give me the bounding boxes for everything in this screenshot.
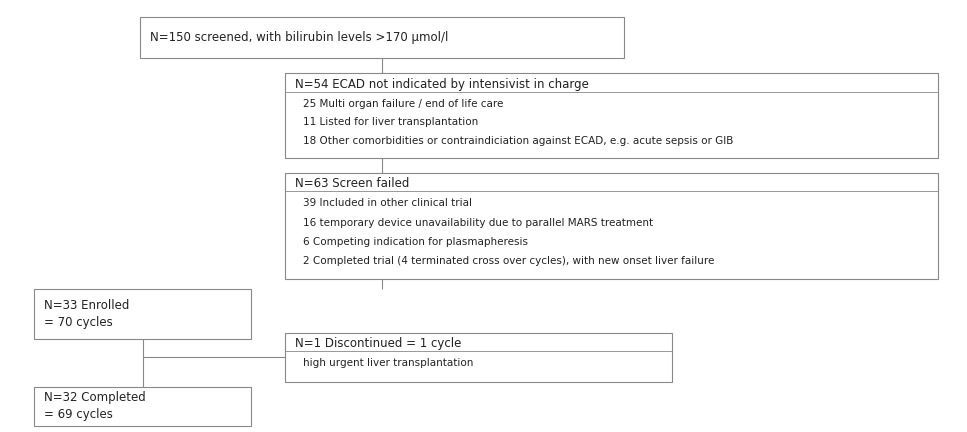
Text: N=33 Enrolled
= 70 cycles: N=33 Enrolled = 70 cycles [44,299,129,329]
Text: N=32 Completed
= 69 cycles: N=32 Completed = 69 cycles [44,391,145,421]
Text: N=54 ECAD not indicated by intensivist in charge: N=54 ECAD not indicated by intensivist i… [295,78,589,91]
FancyBboxPatch shape [285,73,938,158]
FancyBboxPatch shape [34,387,251,426]
Text: 39 Included in other clinical trial: 39 Included in other clinical trial [303,198,472,208]
Text: 6 Competing indication for plasmapheresis: 6 Competing indication for plasmapheresi… [303,237,528,247]
Text: 11 Listed for liver transplantation: 11 Listed for liver transplantation [303,118,478,127]
FancyBboxPatch shape [285,173,938,279]
Text: 18 Other comorbidities or contraindiciation against ECAD, e.g. acute sepsis or G: 18 Other comorbidities or contraindiciat… [303,136,733,146]
Text: N=63 Screen failed: N=63 Screen failed [295,177,409,190]
Text: N=1 Discontinued = 1 cycle: N=1 Discontinued = 1 cycle [295,337,461,350]
FancyBboxPatch shape [140,17,624,58]
Text: 16 temporary device unavailability due to parallel MARS treatment: 16 temporary device unavailability due t… [303,218,653,228]
Text: high urgent liver transplantation: high urgent liver transplantation [303,359,473,368]
Text: 25 Multi organ failure / end of life care: 25 Multi organ failure / end of life car… [303,98,503,108]
FancyBboxPatch shape [34,289,251,339]
FancyBboxPatch shape [285,333,672,382]
Text: 2 Completed trial (4 terminated cross over cycles), with new onset liver failure: 2 Completed trial (4 terminated cross ov… [303,256,714,267]
Text: N=150 screened, with bilirubin levels >170 μmol/l: N=150 screened, with bilirubin levels >1… [150,31,449,44]
